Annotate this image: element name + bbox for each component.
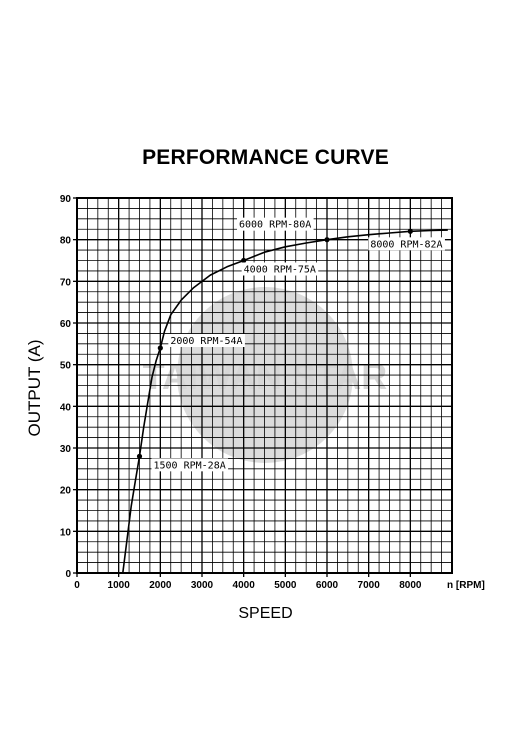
- y-tick-label: 60: [60, 319, 72, 330]
- grid: [76, 197, 453, 574]
- x-tick-label: 5000: [274, 580, 297, 591]
- annotation-point: [324, 237, 330, 243]
- y-tick-label: 20: [60, 486, 72, 497]
- annotation-point: [136, 453, 143, 459]
- x-axis-label: SPEED: [238, 605, 293, 622]
- x-tick-label: 0: [74, 580, 80, 591]
- annotation-label: 1500 RPM-28A: [154, 460, 226, 471]
- x-tick-label: 8000: [399, 580, 422, 591]
- annotations: 1500 RPM-28A 2000 RPM-54A 4000 RPM-75A 6000…: [136, 217, 445, 472]
- y-tick-label: 40: [60, 402, 72, 413]
- x-tick-label: 1000: [108, 580, 131, 591]
- x-tick-label: 2000: [149, 580, 172, 591]
- y-tick-label: 0: [65, 569, 71, 580]
- annotation-label-bg: [168, 334, 245, 347]
- series-layer: [122, 229, 448, 574]
- annotation-point: [157, 345, 163, 351]
- y-tick-label: 10: [60, 527, 72, 538]
- watermark-text: TAIWAN STAR: [143, 356, 388, 397]
- axes: 0 1000 2000 3000 4000 5000 6000 7000 8000 n [RPM]…: [60, 194, 485, 591]
- annotation-label-bg: [241, 262, 319, 276]
- annotation-label: 6000 RPM-80A: [239, 220, 311, 231]
- annotation-point: [407, 228, 413, 234]
- x-tick-label: 6000: [316, 580, 339, 591]
- x-tick-label: 4000: [233, 580, 256, 591]
- y-axis-label: OUTPUT (A): [25, 339, 44, 437]
- y-tick-label: 90: [60, 194, 72, 205]
- x-tick-label: 3000: [191, 580, 214, 591]
- annotation-label-bg: [151, 458, 229, 472]
- y-tick-label: 80: [60, 236, 72, 247]
- annotation-label-bg: [368, 237, 445, 251]
- annotation-label: 2000 RPM-54A: [170, 336, 242, 347]
- y-tick-label: 30: [60, 444, 72, 455]
- annotation-point: [241, 257, 247, 264]
- y-tick-label: 70: [60, 277, 72, 288]
- annotation-label-bg: [237, 217, 314, 231]
- plot-frame: [76, 197, 453, 574]
- x-tick-label: 7000: [358, 580, 381, 591]
- chart-title: PERFORMANCE CURVE: [142, 146, 389, 169]
- annotation-label: 8000 RPM-82A: [370, 239, 442, 250]
- series-line: [122, 229, 448, 574]
- x-unit-label: n [RPM]: [447, 580, 485, 591]
- y-tick-label: 50: [60, 361, 72, 372]
- annotation-label: 4000 RPM-75A: [244, 265, 316, 276]
